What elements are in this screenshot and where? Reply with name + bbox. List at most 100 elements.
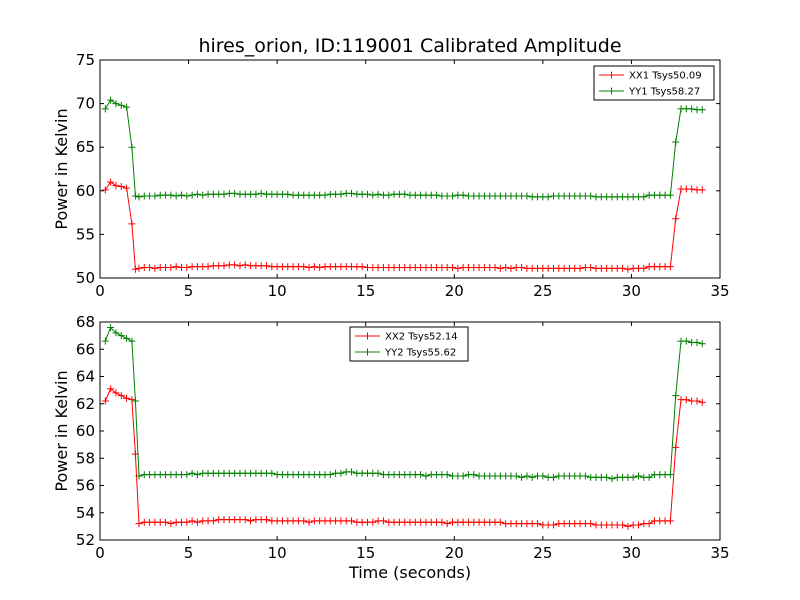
x-tick-label: 5 [184,282,194,300]
data-point [454,264,462,272]
data-point [645,520,653,528]
subplot-2: 0 5 10 15 20 25 30 35 52 54 56 58 60 62 64 66 68 Power in… [52,313,730,562]
y-axis-label: Power in Kelvin [52,370,71,491]
y-tick-label: 65 [76,138,95,156]
data-point [101,337,109,345]
data-point [619,264,627,272]
data-point [128,143,136,151]
data-point [470,471,478,479]
data-point [146,264,154,272]
x-tick-label: 20 [445,282,464,300]
data-point [385,191,393,199]
data-point [496,264,504,272]
x-tick-label: 20 [445,544,464,562]
data-point [698,186,706,194]
data-point [608,475,616,483]
data-point [549,521,557,529]
legend-marker [364,332,371,340]
data-point [193,190,201,198]
data-point [135,520,143,528]
data-point [417,471,425,479]
y-tick-label: 58 [76,449,95,467]
data-point [698,398,706,406]
legend-label: YY1 Tsys58.27 [628,87,700,98]
x-tick-label: 35 [710,544,729,562]
y-tick-label: 70 [76,95,95,113]
data-point [348,517,356,525]
data-point [123,184,131,192]
data-point [449,192,457,200]
data-point [640,264,648,272]
data-point [433,191,441,199]
data-point [268,469,276,477]
y-axis-label: Power in Kelvin [52,108,71,229]
data-point [151,264,159,272]
data-point [162,518,170,526]
data-point [587,264,595,272]
data-point [252,190,260,198]
data-point [587,520,595,528]
data-point [491,264,499,272]
data-point [135,472,143,480]
data-point [128,337,136,345]
data-point [518,473,526,481]
data-point [682,337,690,345]
data-point [459,191,467,199]
x-axis-label: Time (seconds) [348,563,471,582]
data-point [629,473,637,481]
y-tick-label: 56 [76,477,95,495]
data-point [107,385,115,393]
x-tick-label: 5 [184,544,194,562]
data-point [263,516,271,524]
data-point [603,473,611,481]
data-point [581,472,589,480]
data-point [263,262,271,270]
x-tick-label: 25 [533,544,552,562]
data-point [640,193,648,201]
data-point [624,522,632,530]
legend-box [593,65,715,101]
data-point [539,472,547,480]
data-point [151,192,159,200]
series-line [104,388,703,527]
x-tick-label: 15 [356,282,375,300]
data-point [117,101,125,109]
data-point [624,265,632,273]
data-point [321,191,329,199]
data-point [374,190,382,198]
x-tick-label: 30 [622,544,641,562]
data-point [300,263,308,271]
data-point [443,471,451,479]
x-tick-label: 35 [710,282,729,300]
data-point [188,517,196,525]
data-point [204,263,212,271]
data-point [131,265,139,273]
data-point [220,262,228,270]
data-point [112,389,120,397]
data-point [528,473,536,481]
data-point [698,340,706,348]
data-point [183,264,191,272]
data-point [167,191,175,199]
data-point [112,329,120,337]
legend-marker [608,87,615,95]
data-point [101,105,109,113]
axes-frame [99,59,721,279]
data-point [135,264,143,272]
y-tick-label: 52 [76,531,95,549]
data-point [117,182,125,190]
data-point [231,261,239,269]
data-point [128,220,136,228]
data-point [369,191,377,199]
data-point [247,517,255,525]
legend-label: XX2 Tsys52.14 [385,332,458,343]
data-point [177,191,185,199]
data-point [358,263,366,271]
legend-label: XX1 Tsys50.09 [629,71,702,82]
data-point [167,264,175,272]
y-tick-label: 55 [76,225,95,243]
data-point [443,520,451,528]
data-point [101,186,109,194]
data-point [284,190,292,198]
